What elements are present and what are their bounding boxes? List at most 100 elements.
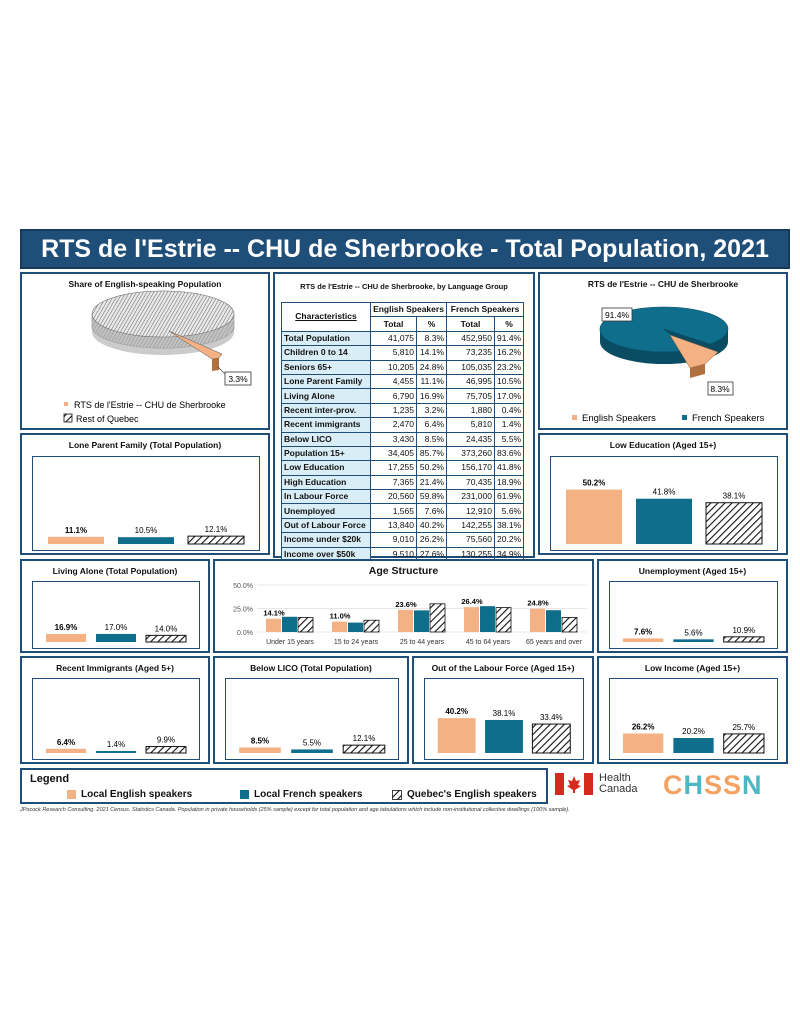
table-cell: 5.5% — [493, 431, 525, 447]
characteristics-table: Characteristics English Speakers French … — [281, 301, 525, 563]
table-cell: 9,010 — [370, 532, 417, 548]
x-tick-label: 65 years and over — [526, 639, 583, 646]
share-legend-rest: Rest of Quebec — [76, 414, 139, 424]
y-tick-label: 0.0% — [237, 630, 253, 637]
table-cell: 8.3% — [416, 330, 447, 347]
living-alone-plot: 16.9% 17.0% 14.0% — [32, 581, 200, 649]
table-cell: 16.9% — [416, 388, 447, 404]
lang-pie-chart: 91.4% 8.3% English Speakers French Speak… — [572, 306, 765, 424]
row-label: Population 15+ — [281, 445, 371, 462]
bar-quebec-english — [342, 744, 386, 754]
pie-rts-slice — [168, 330, 223, 371]
table-row: Living Alone 6,790 16.9% 75,705 17.0% — [281, 388, 525, 404]
table-title: RTS de l'Estrie -- CHU de Sherbrooke, by… — [300, 282, 508, 291]
x-tick-label: Under 15 years — [266, 639, 314, 646]
bar-local-french — [118, 537, 174, 544]
bar-local-english — [566, 489, 622, 544]
table-cell: 23.2% — [493, 359, 525, 375]
bar-local-english — [530, 608, 545, 632]
lone-parent-title: Lone Parent Family (Total Population) — [68, 440, 222, 450]
age-panel: Age Structure 0.0% 25.0% 50.0% 14.1% Under 1… — [213, 559, 594, 653]
bar-quebec-english — [561, 617, 578, 633]
income-chart: 26.2% 20.2% 25.7% — [623, 723, 765, 754]
unemp-title: Unemployment (Aged 15+) — [638, 566, 747, 576]
bar-local-english — [464, 607, 479, 632]
table-cell: 10.5% — [493, 373, 525, 390]
bar-local-french — [546, 610, 561, 632]
col-french-pct: % — [493, 316, 525, 332]
bar-local-english — [48, 536, 104, 544]
legend-swatch-local-english — [67, 790, 76, 799]
legend-box: Legend Local English speakers Local Fren… — [20, 768, 548, 804]
lang-legend-french: French Speakers — [692, 413, 765, 424]
bar-local-french — [485, 719, 523, 753]
table-cell: 0.4% — [493, 402, 525, 419]
table-cell: 452,950 — [446, 330, 495, 347]
y-tick-label: 50.0% — [233, 583, 253, 590]
bar-local-english — [623, 638, 664, 642]
data-label: 17.0% — [105, 623, 128, 632]
chssn-logo: CHSSN — [663, 770, 763, 800]
outlabour-chart: 40.2% 38.1% 33.4% — [437, 707, 571, 754]
table-cell: 59.8% — [416, 489, 447, 505]
table-cell: 1,235 — [370, 402, 417, 419]
table-cell: 24,435 — [446, 431, 495, 447]
col-english-pct: % — [416, 316, 447, 332]
table-row: Unemployed 1,565 7.6% 12,910 5.6% — [281, 503, 525, 519]
legend-swatch-local-french — [240, 790, 249, 799]
table-cell: 5,810 — [446, 417, 495, 433]
legend-swatch-english-speakers — [572, 415, 577, 420]
lang-pie-title: RTS de l'Estrie -- CHU de Sherbrooke — [587, 279, 739, 289]
table-cell: 105,035 — [446, 359, 495, 375]
row-label: Below LICO — [281, 431, 371, 447]
table-cell: 26.2% — [416, 532, 447, 548]
footnote: JPocock Research Consulting. 2021 Census… — [20, 807, 570, 813]
table-cell: 6.4% — [416, 417, 447, 433]
table-cell: 5,810 — [370, 345, 417, 361]
pie-rest-of-quebec — [91, 290, 235, 355]
table-cell: 16.2% — [493, 345, 525, 361]
bar-local-french — [673, 639, 714, 642]
table-cell: 20,560 — [370, 489, 417, 505]
data-label: 1.4% — [107, 740, 125, 749]
income-panel: Low Income (Aged 15+) 26.2% 20.2% 25.7% — [597, 656, 788, 764]
table-cell: 142,255 — [446, 517, 495, 534]
bar-local-english — [623, 733, 664, 753]
lico-chart: 8.5% 5.5% 12.1% — [239, 734, 386, 754]
lang-pie-label-french: 91.4% — [605, 310, 630, 320]
table-cell: 24.8% — [416, 359, 447, 375]
col-english-total: Total — [370, 316, 417, 332]
table-cell: 21.4% — [416, 474, 447, 491]
data-label: 25.7% — [732, 723, 755, 732]
bar-local-english — [266, 618, 281, 632]
bar-local-french — [480, 606, 495, 632]
data-label: 10.5% — [135, 526, 158, 535]
table-cell: 61.9% — [493, 489, 525, 505]
table-row: Recent immigrants 2,470 6.4% 5,810 1.4% — [281, 417, 525, 433]
legend-item-quebec: Quebec's English speakers — [392, 789, 537, 800]
bar-local-english — [332, 621, 347, 632]
table-cell: 17.0% — [493, 388, 525, 404]
table-cell: 34,405 — [370, 445, 417, 462]
data-label: 10.9% — [732, 626, 755, 635]
age-chart: 0.0% 25.0% 50.0% 14.1% Under 15 years 11.0% 15… — [233, 583, 587, 646]
table-cell: 75,705 — [446, 388, 495, 404]
bar-local-english — [437, 718, 476, 753]
data-label: 9.9% — [157, 736, 175, 745]
table-cell: 5.6% — [493, 503, 525, 519]
legend-label-local-french: Local French speakers — [254, 789, 363, 800]
age-title: Age Structure — [368, 565, 439, 577]
table-cell: 14.1% — [416, 345, 447, 361]
table-cell: 18.9% — [493, 474, 525, 491]
table-cell: 1,565 — [370, 503, 417, 519]
data-label: 41.8% — [653, 488, 676, 497]
bar-local-french — [282, 616, 297, 632]
legend-label-local-english: Local English speakers — [81, 789, 193, 800]
legend-item-english: Local English speakers — [67, 789, 192, 800]
table-cell: 85.7% — [416, 445, 447, 462]
col-characteristics: Characteristics — [281, 302, 371, 332]
row-label: In Labour Force — [281, 489, 371, 505]
legend-swatch-quebec — [392, 789, 402, 800]
table-cell: 6,790 — [370, 388, 417, 404]
data-label: 26.4% — [461, 597, 483, 606]
